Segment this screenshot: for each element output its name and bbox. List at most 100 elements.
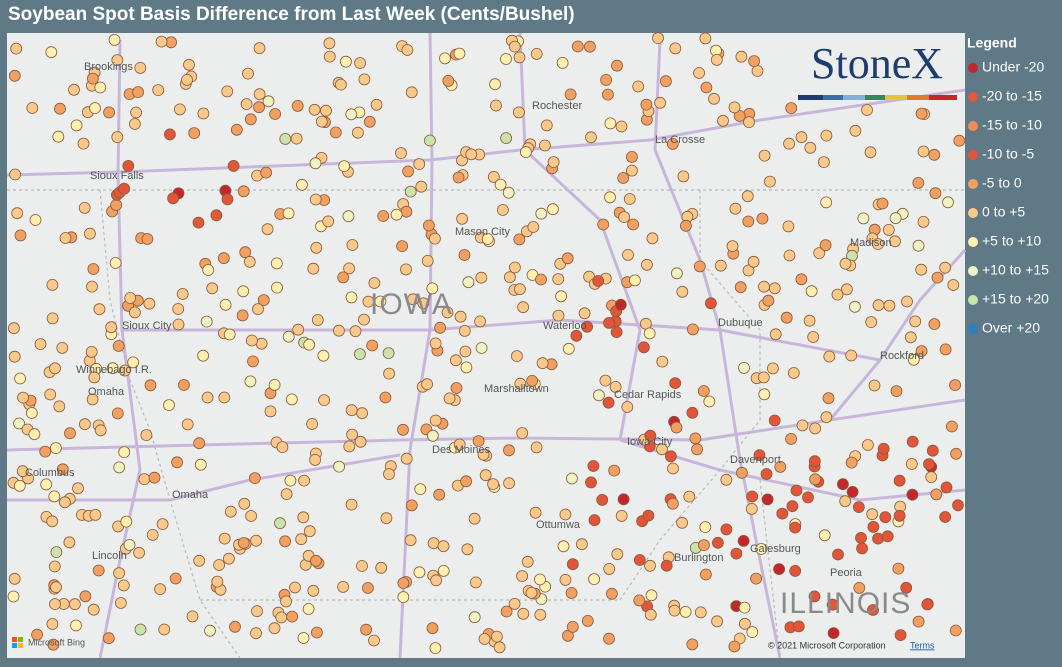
city-label: Marshalltown (484, 383, 549, 395)
location-dot (264, 405, 277, 418)
location-dot (808, 455, 821, 468)
location-dot (738, 601, 751, 614)
location-dot (509, 261, 521, 274)
location-dot (758, 280, 770, 293)
location-dot (768, 414, 781, 427)
location-dot (354, 57, 367, 69)
location-dot (177, 379, 190, 391)
location-dot (109, 257, 122, 269)
logo-text: StoneX (811, 39, 943, 88)
location-dot (28, 428, 41, 441)
location-dot (16, 465, 29, 478)
location-dot (244, 113, 257, 126)
location-dot (714, 259, 727, 272)
location-dot (156, 518, 169, 530)
location-dot (453, 438, 466, 451)
location-dot (197, 349, 210, 362)
city-label: Burlington (674, 552, 724, 564)
location-dot (493, 641, 506, 654)
location-dot (917, 145, 930, 158)
location-dot (790, 484, 803, 497)
location-dot (565, 587, 578, 599)
legend-label: Over +20 (982, 320, 1040, 336)
location-dot (942, 196, 954, 209)
location-dot (468, 611, 481, 624)
location-dot (700, 81, 713, 94)
location-dot (820, 129, 833, 142)
terms-link[interactable]: Terms (910, 640, 935, 650)
location-dot (561, 252, 574, 265)
location-dot (857, 212, 870, 225)
location-dot (377, 210, 390, 222)
location-dot (92, 564, 105, 577)
location-dot (360, 623, 373, 636)
legend-label: -5 to 0 (982, 175, 1022, 191)
location-dot (286, 610, 299, 623)
location-dot (581, 320, 593, 333)
location-dot (426, 622, 439, 635)
city-label: Dubuque (718, 317, 763, 329)
location-dot (584, 40, 596, 53)
location-dot (210, 209, 223, 222)
location-dot (56, 341, 69, 354)
location-dot (103, 106, 115, 119)
location-dot (827, 627, 840, 639)
location-dot (643, 327, 656, 340)
location-dot (181, 74, 193, 86)
location-dot (813, 247, 826, 260)
location-dot (113, 567, 125, 579)
location-dot (173, 103, 186, 116)
location-dot (108, 34, 121, 46)
location-dot (742, 264, 755, 277)
location-dot (820, 196, 833, 209)
location-dot (346, 239, 359, 251)
location-dot (413, 566, 426, 579)
location-dot (905, 458, 918, 470)
location-dot (154, 583, 167, 595)
location-dot (262, 95, 275, 108)
location-dot (274, 517, 286, 530)
location-dot (849, 124, 862, 137)
location-dot (789, 565, 802, 577)
location-dot (915, 263, 928, 276)
location-dot (782, 220, 795, 233)
location-dot (627, 218, 639, 231)
location-dot (29, 214, 42, 226)
location-dot (49, 362, 61, 375)
location-dot (738, 361, 750, 374)
location-dot (334, 78, 347, 91)
location-dot (105, 321, 118, 334)
location-dot (559, 508, 572, 521)
location-dot (489, 78, 502, 91)
location-dot (494, 178, 507, 191)
location-dot (654, 96, 666, 109)
location-dot (789, 521, 801, 534)
location-dot (900, 581, 913, 594)
location-dot (687, 323, 699, 336)
location-dot (676, 285, 689, 298)
location-dot (337, 581, 350, 593)
location-dot (115, 597, 127, 609)
location-dot (952, 499, 964, 512)
legend-swatch (968, 324, 978, 334)
legend-swatch (968, 121, 978, 131)
location-dot (640, 98, 653, 111)
location-dot (253, 42, 266, 55)
location-dot (111, 407, 124, 420)
location-dot (644, 559, 656, 572)
location-dot (686, 638, 699, 651)
location-dot (621, 401, 634, 413)
location-dot (50, 581, 62, 594)
location-dot (462, 276, 475, 289)
location-dot (358, 313, 370, 326)
location-dot (917, 215, 930, 228)
location-dot (332, 324, 345, 337)
location-dot (602, 396, 615, 409)
location-dot (516, 570, 528, 582)
location-dot (346, 428, 359, 441)
location-dot (901, 295, 913, 308)
location-dot (221, 85, 234, 98)
location-dot (172, 303, 185, 315)
location-dot (818, 156, 830, 169)
location-dot (529, 506, 542, 519)
